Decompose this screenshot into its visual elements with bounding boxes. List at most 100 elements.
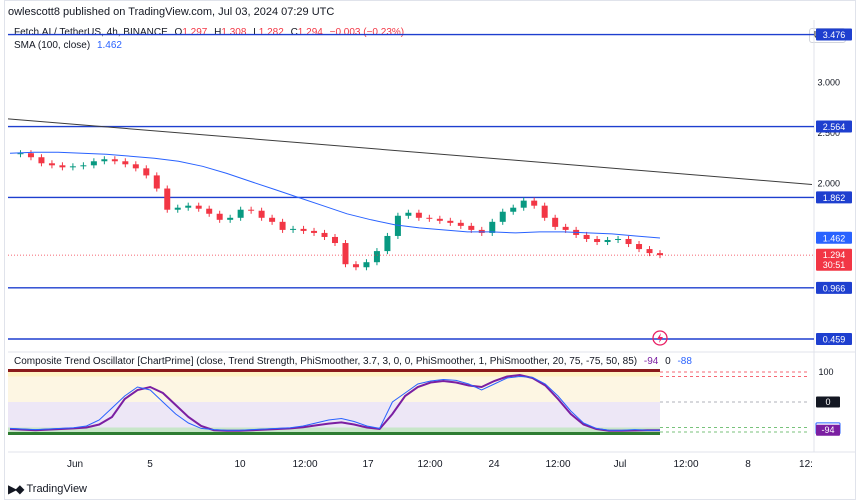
candle-body xyxy=(510,207,517,212)
candle-body xyxy=(237,209,244,218)
x-tick-label: 12:00 xyxy=(292,459,317,470)
candle-body xyxy=(615,238,622,240)
candle-body xyxy=(185,205,192,208)
level-price-label: 2.564 xyxy=(823,122,846,132)
oscillator-value-label: -94 xyxy=(821,425,834,435)
x-tick-label: 12:00 xyxy=(673,459,698,470)
oscillator-axis-label: 100 xyxy=(818,367,833,377)
low-value: 1.282 xyxy=(258,27,284,38)
level-price-label: 0.966 xyxy=(823,283,846,293)
candle-body xyxy=(143,168,150,176)
candle-body xyxy=(206,208,213,214)
level-price-tag xyxy=(816,120,852,133)
price-tag xyxy=(816,231,852,244)
oscillator-value-1: -94 xyxy=(643,356,659,367)
candle-body xyxy=(101,159,108,162)
publisher-line: owlescott8 published on TradingView.com,… xyxy=(8,6,335,18)
candle-body xyxy=(90,161,97,166)
x-tick-label: 8 xyxy=(745,459,751,470)
x-tick-label: 24 xyxy=(488,459,500,470)
candle-body xyxy=(279,221,286,230)
candle-body xyxy=(195,205,202,209)
x-tick-label: 12:00 xyxy=(545,459,570,470)
level-price-label: 3.476 xyxy=(823,30,846,40)
y-tick-label: 3.000 xyxy=(817,78,840,88)
candle-body xyxy=(27,153,34,158)
candle-body xyxy=(541,205,548,218)
close-label: C xyxy=(290,27,298,38)
symbol-legend[interactable]: Fetch.AI / TetherUS, 4h, BINANCE O1.297 … xyxy=(14,27,404,38)
candle-body xyxy=(552,217,559,227)
candle-body xyxy=(269,217,276,222)
x-tick-label: 12:00 xyxy=(417,459,442,470)
oscillator-signal-line xyxy=(9,375,660,431)
candle-body xyxy=(405,212,412,216)
level-price-label: 0.459 xyxy=(823,334,846,344)
price-tag xyxy=(816,248,852,271)
candle-body xyxy=(164,188,171,210)
x-tick-label: 5 xyxy=(147,459,153,470)
x-tick-label: Jul xyxy=(614,459,627,470)
candle-body xyxy=(69,166,76,168)
oversold-band xyxy=(8,427,660,432)
candle-body xyxy=(122,161,129,165)
level-price-tag xyxy=(816,191,852,204)
x-tick-label: 10 xyxy=(234,459,246,470)
change-value: −0.003 (−0.23%) xyxy=(329,27,405,38)
open-value: 1.297 xyxy=(182,27,208,38)
candle-body xyxy=(332,236,338,244)
upper-band xyxy=(8,376,660,402)
close-value: 1.294 xyxy=(297,27,323,38)
candle-body xyxy=(132,164,139,169)
candle-body xyxy=(352,264,359,268)
top-boundary-bar xyxy=(8,369,660,372)
candle-body xyxy=(48,163,55,166)
footer-brand[interactable]: ▶◆ TradingView xyxy=(8,482,87,496)
sma-label: SMA (100, close) xyxy=(14,40,91,51)
candle-body xyxy=(248,209,255,211)
candle-body xyxy=(38,157,45,164)
candle-body xyxy=(153,175,160,189)
candle-body xyxy=(80,165,87,167)
overbought-band xyxy=(8,372,660,377)
candle-body xyxy=(594,238,601,243)
brand-name: TradingView xyxy=(26,483,88,495)
candle-body xyxy=(258,210,265,218)
countdown-label: 30:51 xyxy=(823,260,846,270)
sma-legend[interactable]: SMA (100, close) 1.462 xyxy=(14,40,122,51)
level-price-label: 1.862 xyxy=(823,193,846,203)
level-price-tag xyxy=(816,28,852,41)
price-tag-label: 1.462 xyxy=(823,233,846,243)
candle-body xyxy=(290,228,297,230)
news-flash-icon xyxy=(652,330,668,346)
candle-body xyxy=(216,213,223,220)
candle-body xyxy=(657,253,663,256)
candle-body xyxy=(363,262,370,268)
candle-body xyxy=(426,217,433,219)
y-tick-label: 2.000 xyxy=(817,178,840,188)
sma-line xyxy=(9,151,661,239)
sma-value: 1.462 xyxy=(96,40,122,51)
candle-body xyxy=(300,228,307,231)
symbol-name: Fetch.AI / TetherUS, 4h, BINANCE xyxy=(14,27,168,38)
x-tick-label: 12: xyxy=(799,459,813,470)
oscillator-fast-line xyxy=(9,373,660,432)
candle-body xyxy=(394,215,401,236)
candle-body xyxy=(373,251,380,263)
trend-line xyxy=(7,118,813,185)
candle-body xyxy=(520,200,527,208)
candle-body xyxy=(415,212,422,218)
high-label: H xyxy=(214,27,222,38)
candle-body xyxy=(321,232,328,237)
oscillator-value-tag xyxy=(816,396,840,408)
oscillator-legend[interactable]: Composite Trend Oscillator [ChartPrime] … xyxy=(14,356,692,367)
oscillator-value-3: -88 xyxy=(677,356,692,367)
flash-icon xyxy=(657,333,663,343)
candle-body xyxy=(646,249,653,254)
candle-body xyxy=(489,221,496,233)
x-tick-label: Jun xyxy=(67,459,83,470)
candle-body xyxy=(174,207,181,210)
candle-body xyxy=(531,200,538,206)
open-label: O xyxy=(174,27,183,38)
